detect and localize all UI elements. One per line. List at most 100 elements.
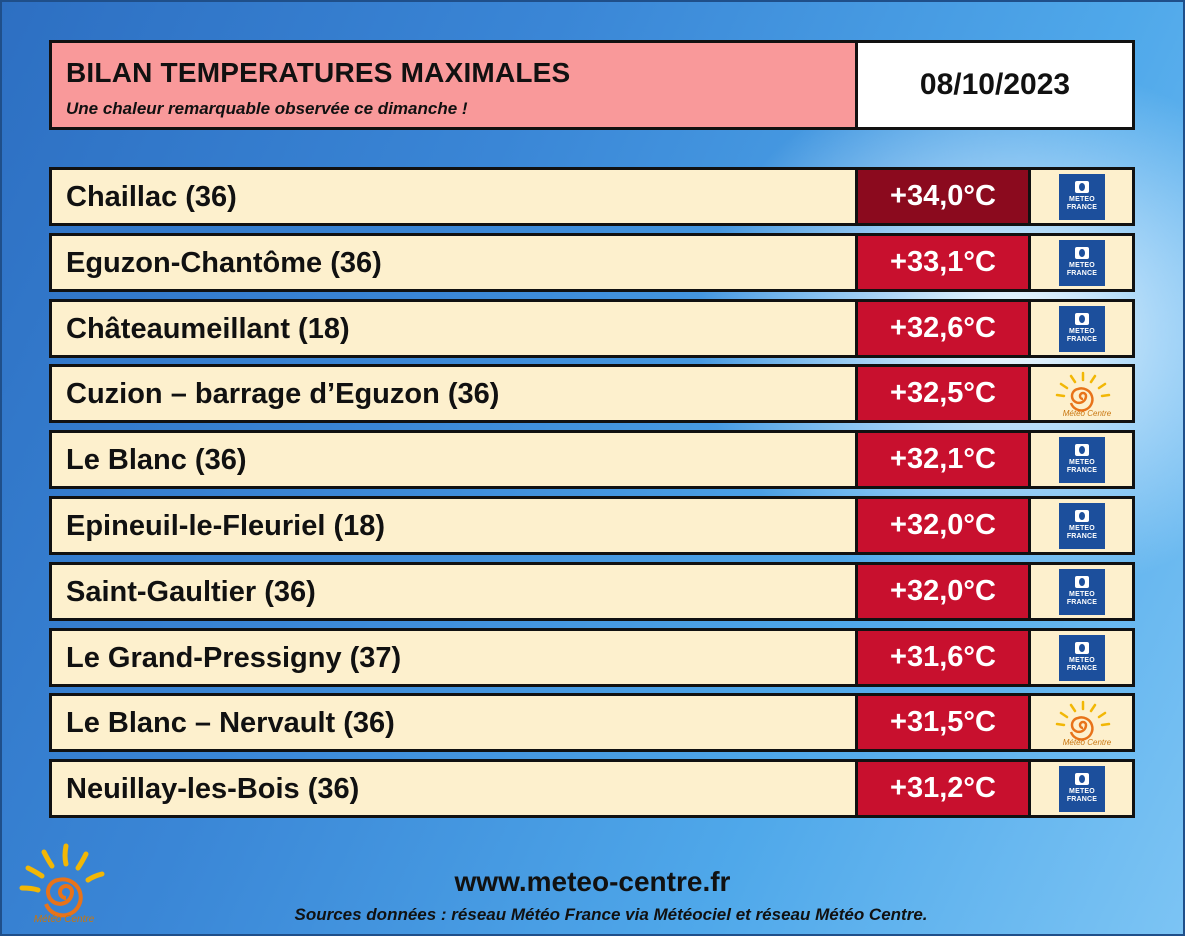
- station-cell: Le Blanc – Nervault (36): [49, 693, 858, 752]
- meteo-france-logo-text: FRANCE: [1066, 533, 1098, 540]
- sun-rays: [1055, 371, 1111, 398]
- meteo-france-logo-text: METEO: [1069, 262, 1095, 269]
- station-cell: Epineuil-le-Fleuriel (18): [49, 496, 858, 555]
- meteo-centre-logo: Météo Centre: [1055, 700, 1112, 747]
- temperature-value: +32,0°C: [855, 496, 1031, 555]
- station-cell: Eguzon-Chantôme (36): [49, 233, 858, 292]
- meteo-france-logo: METEO FRANCE: [1059, 174, 1105, 220]
- meteo-france-mark-icon: [1075, 510, 1089, 522]
- sun-rays: [1055, 700, 1111, 727]
- table-row: Eguzon-Chantôme (36) +33,1°C METEO FRANCE: [49, 233, 1135, 292]
- meteo-france-logo: METEO FRANCE: [1059, 766, 1105, 812]
- temperature-value: +32,6°C: [855, 299, 1031, 358]
- station-name: Le Blanc (36): [66, 444, 247, 476]
- meteo-france-logo-text: METEO: [1069, 788, 1095, 795]
- temperature-value: +31,6°C: [855, 628, 1031, 687]
- meteo-centre-logo-text: Météo Centre: [34, 914, 95, 925]
- station-name: Cuzion – barrage d’Eguzon (36): [66, 378, 500, 410]
- temperature-value: +32,1°C: [855, 430, 1031, 489]
- temperature-value: +34,0°C: [855, 167, 1031, 226]
- source-cell: METEO FRANCE: [1028, 562, 1135, 621]
- table-row: Le Blanc (36) +32,1°C METEO FRANCE: [49, 430, 1135, 489]
- header: BILAN TEMPERATURES MAXIMALES Une chaleur…: [49, 40, 1135, 130]
- meteo-france-logo: METEO FRANCE: [1059, 503, 1105, 549]
- meteo-france-logo-text: FRANCE: [1066, 204, 1098, 211]
- meteo-france-mark-icon: [1075, 181, 1089, 193]
- temperature-value: +32,0°C: [855, 562, 1031, 621]
- source-cell: METEO FRANCE: [1028, 628, 1135, 687]
- meteo-centre-logo-text: Météo Centre: [1063, 409, 1112, 418]
- meteo-france-mark-icon: [1075, 313, 1089, 325]
- meteo-france-logo-text: FRANCE: [1066, 599, 1098, 606]
- station-name: Epineuil-le-Fleuriel (18): [66, 510, 386, 542]
- station-cell: Chaillac (36): [49, 167, 858, 226]
- meteo-france-logo-text: METEO: [1069, 196, 1095, 203]
- source-cell: METEO FRANCE: [1028, 167, 1135, 226]
- station-name: Le Blanc – Nervault (36): [66, 707, 395, 739]
- station-cell: Neuillay-les-Bois (36): [49, 759, 858, 818]
- meteo-france-mark-icon: [1075, 444, 1089, 456]
- meteo-france-mark-icon: [1075, 576, 1089, 588]
- table-row: Le Grand-Pressigny (37) +31,6°C METEO FRANC…: [49, 628, 1135, 687]
- sources-note: Sources données : réseau Météo France vi…: [294, 905, 928, 924]
- meteo-centre-logo: Météo Centre: [1055, 371, 1112, 418]
- source-cell: METEO FRANCE: [1028, 233, 1135, 292]
- source-cell: METEO FRANCE: [1028, 299, 1135, 358]
- sun-rays: [19, 843, 105, 893]
- page-title: BILAN TEMPERATURES MAXIMALES: [66, 57, 571, 88]
- date-box: 08/10/2023: [855, 40, 1135, 130]
- temperature-value: +32,5°C: [855, 364, 1031, 423]
- station-name: Neuillay-les-Bois (36): [66, 773, 360, 805]
- meteo-france-logo-text: METEO: [1069, 657, 1095, 664]
- station-name: Eguzon-Chantôme (36): [66, 247, 382, 279]
- station-name: Saint-Gaultier (36): [66, 576, 316, 608]
- meteo-france-logo-text: FRANCE: [1066, 336, 1098, 343]
- station-name: Châteaumeillant (18): [66, 313, 350, 345]
- sun-spiral: [44, 877, 83, 918]
- station-name: Chaillac (36): [66, 181, 237, 213]
- table-row: Châteaumeillant (18) +32,6°C METEO FRANCE: [49, 299, 1135, 358]
- source-cell: Météo Centre: [1028, 364, 1135, 423]
- temperature-value: +31,5°C: [855, 693, 1031, 752]
- station-cell: Le Grand-Pressigny (37): [49, 628, 858, 687]
- meteo-france-logo-text: METEO: [1069, 591, 1095, 598]
- meteo-france-mark-icon: [1075, 642, 1089, 654]
- title-box: BILAN TEMPERATURES MAXIMALES Une chaleur…: [49, 40, 858, 130]
- meteo-france-logo: METEO FRANCE: [1059, 306, 1105, 352]
- source-cell: METEO FRANCE: [1028, 496, 1135, 555]
- meteo-france-logo: METEO FRANCE: [1059, 240, 1105, 286]
- page-subtitle: Une chaleur remarquable observée ce dima…: [66, 99, 468, 118]
- station-name: Le Grand-Pressigny (37): [66, 642, 402, 674]
- meteo-centre-sun-logo: Météo Centre: [19, 843, 105, 925]
- table-row: Le Blanc – Nervault (36) +31,5°C Météo Cen…: [49, 693, 1135, 752]
- meteo-france-logo: METEO FRANCE: [1059, 635, 1105, 681]
- temperature-value: +33,1°C: [855, 233, 1031, 292]
- source-cell: METEO FRANCE: [1028, 759, 1135, 818]
- table-row: Saint-Gaultier (36) +32,0°C METEO FRANCE: [49, 562, 1135, 621]
- temperature-value: +31,2°C: [855, 759, 1031, 818]
- meteo-france-mark-icon: [1075, 773, 1089, 785]
- table-row: Neuillay-les-Bois (36) +31,2°C METEO FRANCE: [49, 759, 1135, 818]
- meteo-france-logo-text: METEO: [1069, 525, 1095, 532]
- table-row: Epineuil-le-Fleuriel (18) +32,0°C METEO FRA…: [49, 496, 1135, 555]
- meteo-france-logo-text: FRANCE: [1066, 467, 1098, 474]
- sun-spiral: [1069, 387, 1094, 412]
- meteo-france-logo-text: FRANCE: [1066, 270, 1098, 277]
- source-cell: METEO FRANCE: [1028, 430, 1135, 489]
- meteo-france-logo-text: METEO: [1069, 328, 1095, 335]
- meteo-france-logo-text: METEO: [1069, 459, 1095, 466]
- station-cell: Châteaumeillant (18): [49, 299, 858, 358]
- website-url: www.meteo-centre.fr: [454, 866, 731, 897]
- station-cell: Cuzion – barrage d’Eguzon (36): [49, 364, 858, 423]
- meteo-france-logo: METEO FRANCE: [1059, 569, 1105, 615]
- table-row: Chaillac (36) +34,0°C METEO FRANCE: [49, 167, 1135, 226]
- meteo-france-logo-text: FRANCE: [1066, 796, 1098, 803]
- sun-spiral: [1069, 716, 1094, 741]
- meteo-centre-logo-text: Météo Centre: [1063, 738, 1112, 747]
- station-cell: Le Blanc (36): [49, 430, 858, 489]
- meteo-france-mark-icon: [1075, 247, 1089, 259]
- table-row: Cuzion – barrage d’Eguzon (36) +32,5°C Mét…: [49, 364, 1135, 423]
- meteo-france-logo: METEO FRANCE: [1059, 437, 1105, 483]
- meteo-france-logo-text: FRANCE: [1066, 665, 1098, 672]
- station-cell: Saint-Gaultier (36): [49, 562, 858, 621]
